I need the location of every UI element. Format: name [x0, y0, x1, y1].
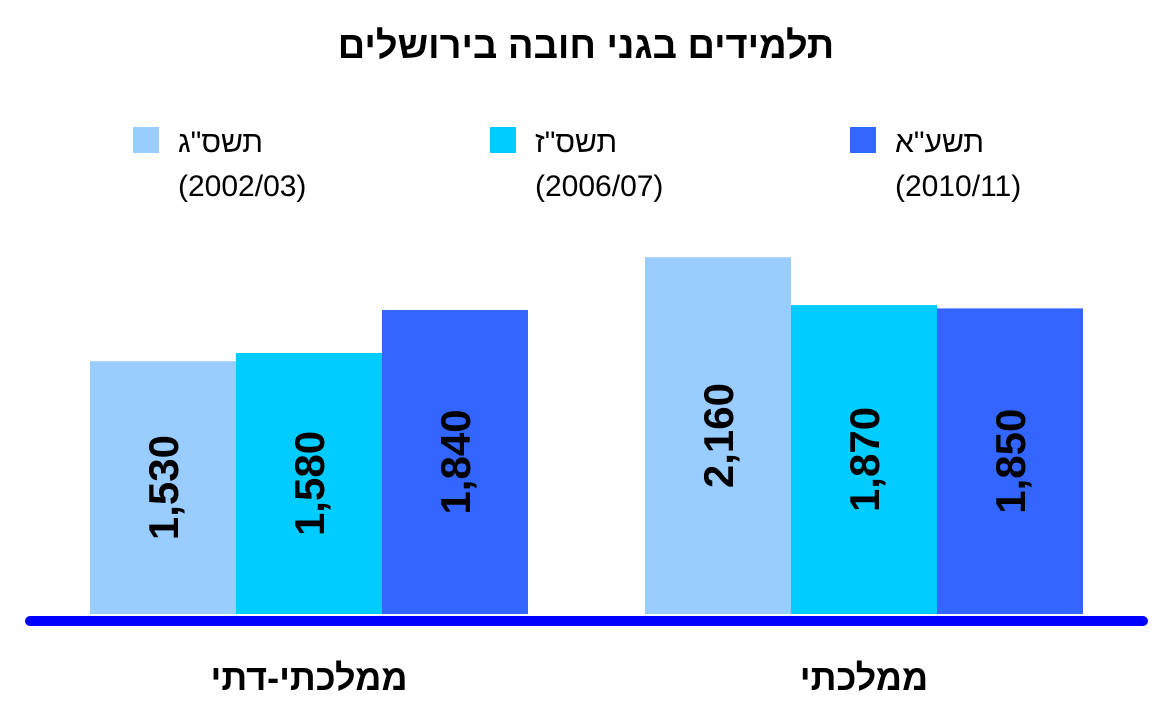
category-label: ממלכתי	[800, 657, 928, 698]
bar-1-2	[382, 310, 528, 614]
chart-title: תלמידים בגני חובה בירושלים	[338, 25, 834, 67]
bar-value-label: 1,580	[286, 431, 333, 536]
category-labels-group: ממלכתי ממלכתי-דתי	[211, 657, 929, 698]
legend-name: תשס"ג	[178, 126, 263, 159]
bar-0-1	[791, 305, 937, 614]
bar-value-label: 1,530	[140, 435, 187, 540]
bar-value-label: 2,160	[695, 383, 742, 488]
legend-name: תשס"ז	[535, 126, 617, 159]
category-label: ממלכתי-דתי	[211, 657, 408, 698]
legend-item: תשס"ז (2006/07)	[490, 126, 663, 203]
legend-swatch	[490, 127, 516, 153]
bar-value-label: 1,870	[841, 407, 888, 512]
legend-swatch	[133, 127, 159, 153]
legend-item: תשס"ג (2002/03)	[133, 126, 306, 203]
legend-swatch	[850, 127, 876, 153]
bar-0-2	[937, 308, 1083, 614]
legend-period: (2006/07)	[535, 170, 663, 203]
legend: תשס"ג (2002/03) תשס"ז (2006/07) תשע"א (2010/1…	[133, 126, 1021, 203]
bar-value-label: 1,840	[432, 409, 479, 514]
bar-0-0	[645, 257, 791, 614]
legend-period: (2002/03)	[178, 170, 306, 203]
bar-value-label: 1,850	[987, 409, 1034, 514]
legend-item: תשע"א (2010/11)	[850, 126, 1021, 203]
legend-period: (2010/11)	[895, 170, 1021, 203]
bars-group	[90, 257, 1083, 614]
bar-1-1	[236, 353, 382, 614]
legend-name: תשע"א	[895, 126, 984, 159]
bar-1-0	[90, 361, 236, 614]
data-labels-group: 2,160 1,870 1,850 1,530 1,580 1,840	[140, 383, 1034, 540]
